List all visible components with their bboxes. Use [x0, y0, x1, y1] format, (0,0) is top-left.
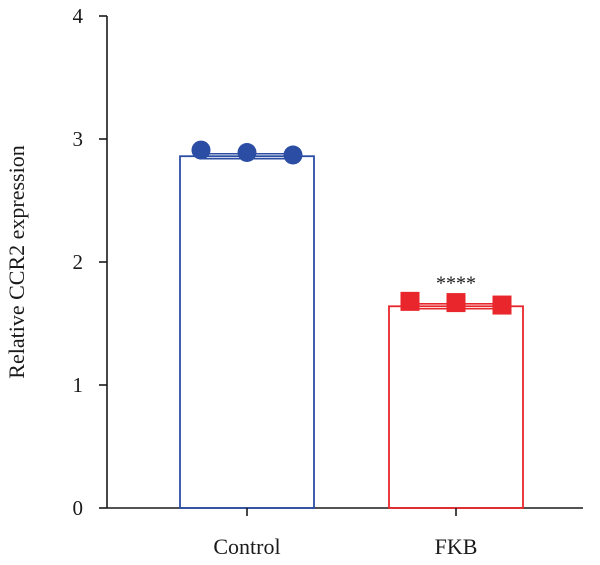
- point-fkb-1: [400, 291, 420, 311]
- y-tick-label-0: 0: [73, 496, 84, 520]
- significance-label-fkb: ****: [436, 272, 476, 294]
- y-tick-label-1: 1: [73, 373, 84, 397]
- point-fkb-3: [492, 295, 512, 315]
- y-tick-label-3: 3: [73, 127, 84, 151]
- category-label-fkb: FKB: [435, 534, 478, 559]
- plot-area: 0 1 2 3 4 Control FKB ****: [73, 4, 583, 559]
- point-fkb-2: [446, 293, 466, 313]
- bar-fkb: [388, 305, 524, 509]
- point-control-3: [283, 145, 303, 165]
- category-label-control: Control: [213, 534, 280, 559]
- point-control-1: [191, 140, 211, 160]
- bar-control: [179, 155, 315, 509]
- y-tick-label-2: 2: [73, 250, 84, 274]
- point-control-2: [237, 143, 257, 163]
- y-tick-label-4: 4: [73, 4, 84, 28]
- y-axis-title: Relative CCR2 expression: [4, 145, 29, 378]
